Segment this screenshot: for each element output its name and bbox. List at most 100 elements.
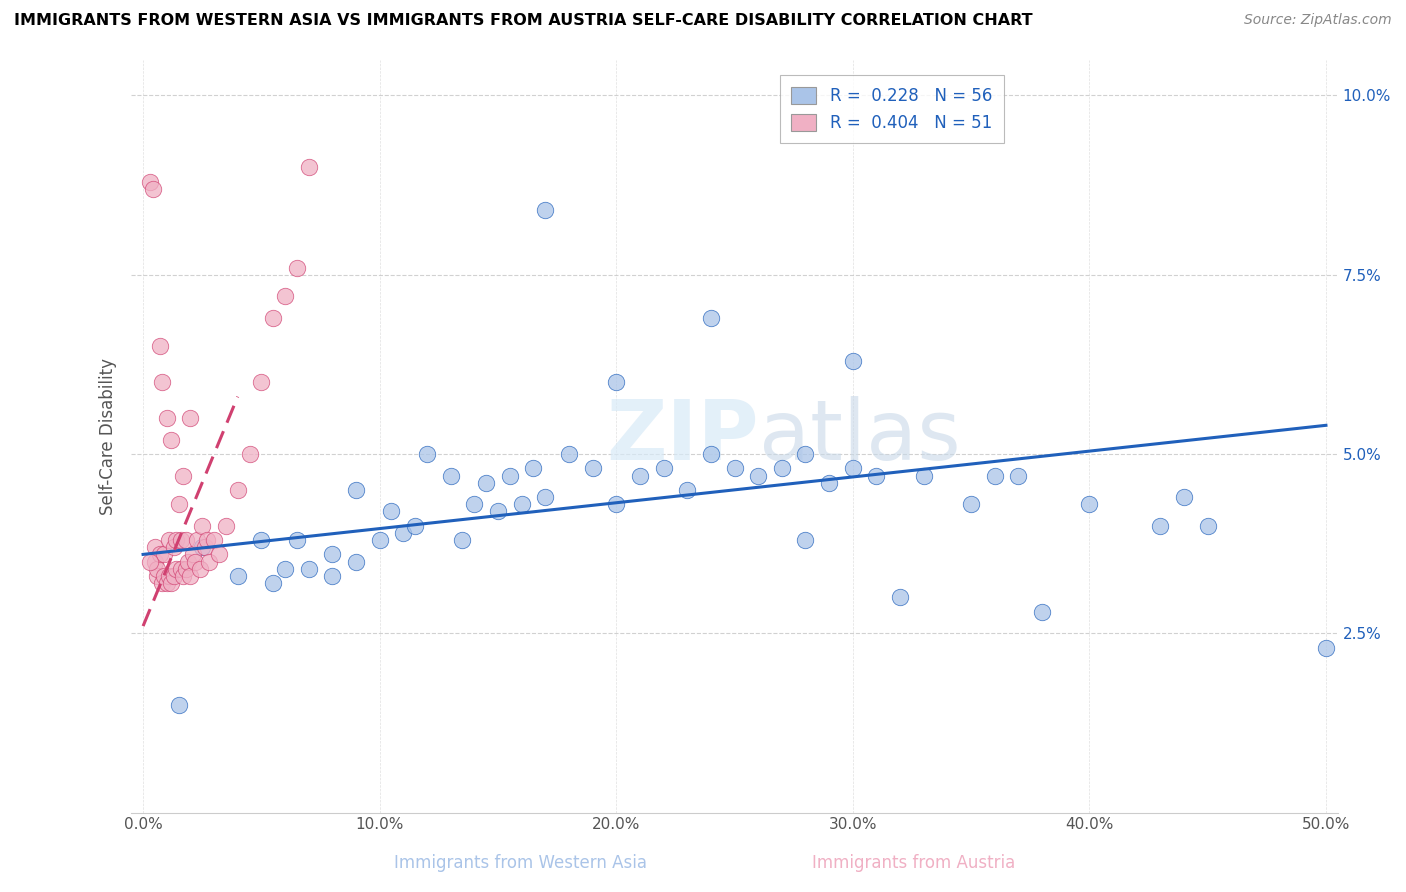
Point — [368, 533, 391, 547]
Point — [160, 576, 183, 591]
Point — [262, 310, 284, 325]
Point — [534, 490, 557, 504]
Point — [1078, 497, 1101, 511]
Point — [167, 698, 190, 712]
Point — [285, 260, 308, 275]
Point — [186, 533, 208, 547]
Point — [250, 533, 273, 547]
Point — [149, 339, 172, 353]
Point — [156, 411, 179, 425]
Point — [170, 533, 193, 547]
Point — [157, 569, 180, 583]
Point — [912, 468, 935, 483]
Point — [439, 468, 461, 483]
Point — [1007, 468, 1029, 483]
Point — [179, 569, 201, 583]
Point — [274, 562, 297, 576]
Point — [770, 461, 793, 475]
Point — [321, 569, 343, 583]
Point — [153, 548, 176, 562]
Point — [285, 533, 308, 547]
Point — [522, 461, 544, 475]
Point — [167, 497, 190, 511]
Point — [380, 504, 402, 518]
Point — [150, 376, 173, 390]
Point — [174, 562, 197, 576]
Text: Source: ZipAtlas.com: Source: ZipAtlas.com — [1244, 13, 1392, 28]
Point — [163, 569, 186, 583]
Point — [416, 447, 439, 461]
Point — [628, 468, 651, 483]
Point — [150, 576, 173, 591]
Point — [581, 461, 603, 475]
Point — [321, 548, 343, 562]
Text: IMMIGRANTS FROM WESTERN ASIA VS IMMIGRANTS FROM AUSTRIA SELF-CARE DISABILITY COR: IMMIGRANTS FROM WESTERN ASIA VS IMMIGRAN… — [14, 13, 1032, 29]
Point — [179, 411, 201, 425]
Point — [198, 555, 221, 569]
Point — [1173, 490, 1195, 504]
Point — [842, 461, 865, 475]
Text: Immigrants from Austria: Immigrants from Austria — [813, 855, 1015, 872]
Legend: R =  0.228   N = 56, R =  0.404   N = 51: R = 0.228 N = 56, R = 0.404 N = 51 — [780, 76, 1004, 144]
Point — [1031, 605, 1053, 619]
Point — [184, 555, 207, 569]
Point — [195, 533, 218, 547]
Point — [983, 468, 1005, 483]
Point — [188, 562, 211, 576]
Point — [146, 569, 169, 583]
Point — [172, 468, 194, 483]
Point — [499, 468, 522, 483]
Point — [156, 576, 179, 591]
Point — [157, 533, 180, 547]
Point — [747, 468, 769, 483]
Point — [215, 518, 238, 533]
Point — [226, 483, 249, 497]
Point — [700, 310, 723, 325]
Point — [605, 497, 627, 511]
Point — [262, 576, 284, 591]
Point — [153, 569, 176, 583]
Point — [344, 483, 367, 497]
Point — [143, 555, 166, 569]
Point — [226, 569, 249, 583]
Point — [250, 376, 273, 390]
Point — [463, 497, 485, 511]
Point — [842, 353, 865, 368]
Y-axis label: Self-Care Disability: Self-Care Disability — [100, 358, 117, 515]
Point — [163, 540, 186, 554]
Point — [676, 483, 699, 497]
Point — [794, 533, 817, 547]
Point — [818, 475, 841, 490]
Point — [889, 591, 911, 605]
Point — [723, 461, 745, 475]
Point — [141, 182, 163, 196]
Point — [146, 562, 169, 576]
Point — [298, 160, 321, 174]
Point — [451, 533, 474, 547]
Point — [139, 555, 162, 569]
Point — [475, 475, 498, 490]
Point — [298, 562, 321, 576]
Point — [160, 433, 183, 447]
Point — [172, 569, 194, 583]
Point — [794, 447, 817, 461]
Point — [404, 518, 426, 533]
Text: atlas: atlas — [759, 395, 960, 476]
Point — [177, 555, 200, 569]
Point — [202, 533, 225, 547]
Point — [165, 562, 187, 576]
Point — [149, 548, 172, 562]
Point — [274, 289, 297, 303]
Point — [194, 540, 217, 554]
Point — [700, 447, 723, 461]
Point — [865, 468, 887, 483]
Point — [1315, 640, 1337, 655]
Point — [344, 555, 367, 569]
Point — [238, 447, 260, 461]
Point — [170, 562, 193, 576]
Text: Immigrants from Western Asia: Immigrants from Western Asia — [394, 855, 647, 872]
Point — [392, 525, 415, 540]
Point — [510, 497, 533, 511]
Point — [165, 533, 187, 547]
Point — [208, 548, 231, 562]
